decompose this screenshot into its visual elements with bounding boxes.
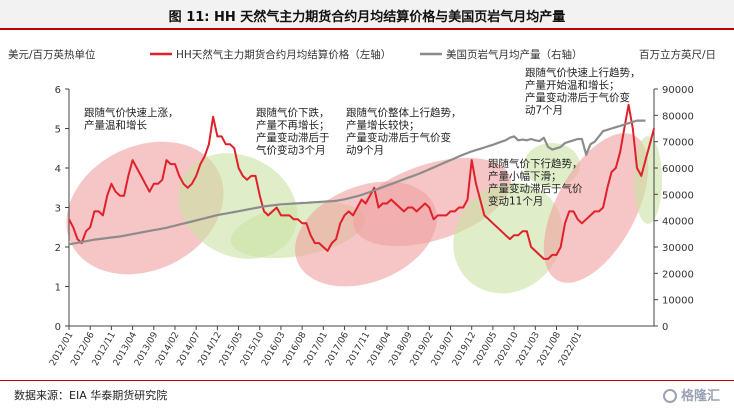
right-tick-label: 80000 (662, 111, 694, 122)
left-tick-label: 1 (55, 283, 61, 294)
annotation-line: 产量增长较快； (346, 119, 420, 132)
highlight-ellipse-1 (66, 141, 224, 275)
source-note: 数据来源：EIA 华泰期货研究院 (14, 389, 168, 402)
legend: HH天然气主力期货合约月均结算价格（左轴） 美国页岩气月均产量（右轴） (150, 48, 583, 61)
annotation-line: 跟随气价下行趋势， (488, 157, 583, 170)
left-tick-label: 0 (55, 322, 61, 333)
chart-area: 0 1 2 3 4 5 6 0 10000 20000 30000 40000 50000 60000 70… (8, 48, 716, 368)
annotation-line: 气价变动3个月 (256, 144, 326, 157)
right-tick-label: 90000 (662, 85, 694, 96)
left-tick-label: 2 (55, 243, 61, 254)
right-tick-label: 70000 (662, 138, 694, 149)
annotations: 跟随气价快速上涨，产量温和增长跟随气价下跌，产量不再增长；产量变动滞后于气价变动… (84, 66, 641, 208)
watermark-logo: 格隆汇 (662, 385, 720, 404)
annotation-2: 跟随气价下跌，产量不再增长；产量变动滞后于气价变动3个月 (256, 106, 330, 157)
legend-label-1: HH天然气主力期货合约月均结算价格（左轴） (176, 48, 391, 61)
right-tick-label: 50000 (662, 190, 694, 201)
left-tick-label: 6 (55, 85, 61, 96)
left-axis-label: 美元/百万英热单位 (8, 48, 96, 61)
annotation-line: 产量开始温和增长； (525, 79, 620, 92)
highlight-ellipse-9 (634, 136, 662, 224)
annotation-3: 跟随气价整体上行趋势，产量增长较快；产量变动滞后于气价变动9个月 (346, 106, 462, 157)
chart-title: 图 11: HH 天然气主力期货合约月均结算价格与美国页岩气月均产量 (168, 10, 566, 25)
right-tick-label: 60000 (662, 164, 694, 175)
annotation-line: 产量变动滞后于气价 (488, 182, 583, 195)
annotation-line: 产量变动滞后于气价变 (525, 91, 630, 104)
highlight-ellipse-8 (543, 133, 649, 283)
left-tick-label: 3 (55, 204, 61, 215)
annotation-line: 产量温和增长 (84, 119, 147, 132)
annotation-line: 跟随气价下跌， (256, 106, 330, 119)
right-tick-label: 10000 (662, 296, 694, 307)
annotation-line: 产量变动滞后于 (256, 131, 330, 144)
watermark-text: 格隆汇 (680, 389, 720, 404)
annotation-1: 跟随气价快速上涨，产量温和增长 (84, 106, 179, 132)
annotation-line: 动7个月 (525, 105, 563, 117)
annotation-line: 跟随气价快速上行趋势， (525, 66, 641, 79)
left-tick-label: 5 (55, 125, 61, 136)
price-series-line (68, 103, 655, 260)
annotation-line: 产量不再增长； (256, 119, 330, 132)
annotation-5: 跟随气价快速上行趋势，产量开始温和增长；产量变动滞后于气价变动7个月 (525, 66, 641, 117)
annotation-line: 跟随气价快速上涨， (84, 106, 179, 119)
series-lines (68, 103, 655, 260)
logo-icon (662, 389, 677, 403)
production-series-line (68, 119, 646, 246)
annotation-ellipses (66, 133, 662, 294)
annotation-line: 动9个月 (346, 145, 384, 157)
right-tick-label: 0 (662, 322, 668, 333)
annotation-line: 变动11个月 (488, 195, 543, 208)
right-tick-label: 20000 (662, 269, 694, 280)
right-axis-label: 百万立方英尺/日 (639, 48, 716, 61)
annotation-4: 跟随气价下行趋势，产量小幅下滑；产量变动滞后于气价变动11个月 (488, 157, 583, 208)
right-tick-label: 30000 (662, 243, 694, 254)
right-tick-label: 40000 (662, 217, 694, 228)
highlight-ellipse-7 (524, 143, 580, 187)
annotation-line: 产量变动滞后于气价变 (346, 131, 451, 144)
legend-label-2: 美国页岩气月均产量（右轴） (446, 48, 583, 61)
annotation-line: 跟随气价整体上行趋势， (346, 106, 462, 119)
chart-title-bar: 图 11: HH 天然气主力期货合约月均结算价格与美国页岩气月均产量 (0, 0, 734, 30)
annotation-line: 产量小幅下滑； (488, 170, 562, 183)
left-tick-label: 4 (55, 164, 61, 175)
footer: 数据来源：EIA 华泰期货研究院 格隆汇 (0, 380, 734, 410)
